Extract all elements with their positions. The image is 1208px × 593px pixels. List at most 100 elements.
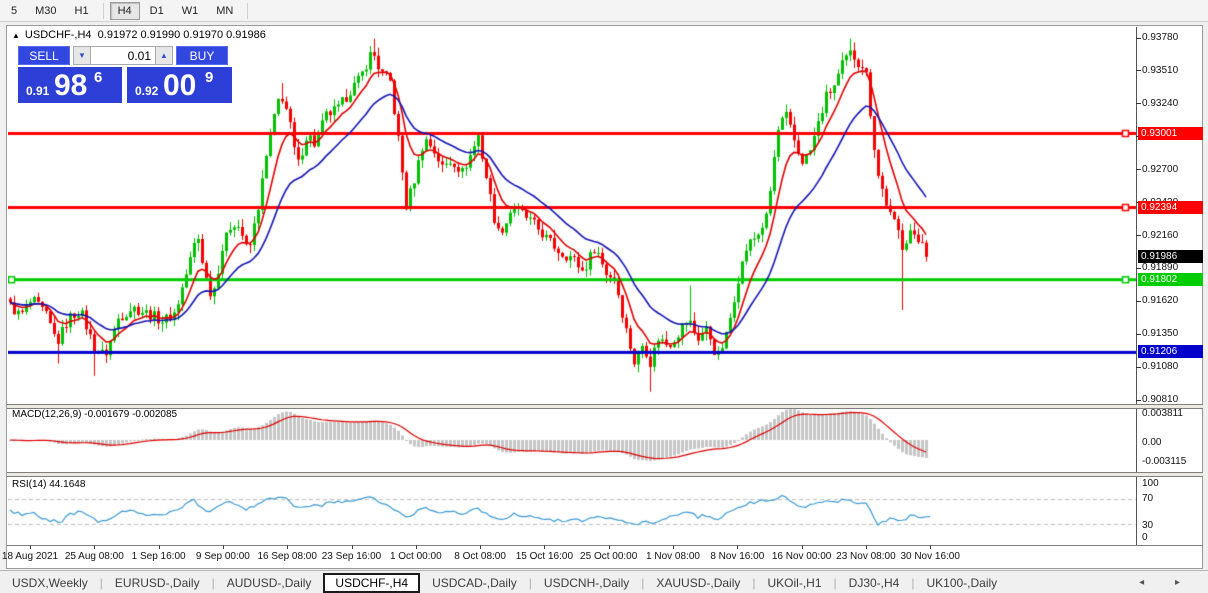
date-tick-label: 16 Nov 00:00 [771,551,832,562]
price-tick-mark [1136,37,1141,39]
sell-price-display[interactable]: 0.91 98 6 [18,66,122,103]
price-tick-label: 0.90810 [1142,394,1179,406]
price-tick-mark [1136,235,1141,237]
tab-separator: | [211,575,215,590]
date-tick-mark [673,545,674,549]
chart-tab-ukoil-[interactable]: UKOil-,H1 [767,575,822,590]
tab-separator: | [833,575,837,590]
price-tick-label: 0.93510 [1142,64,1179,76]
price-tick-label: 0.91350 [1142,328,1179,340]
date-axis-separator [7,545,1203,546]
date-tick-label: 25 Aug 08:00 [64,551,124,562]
rsi-axis-label: 100 [1142,478,1159,489]
macd-axis-label: 0.00 [1142,437,1162,448]
date-tick-label: 25 Oct 00:00 [580,551,638,562]
volume-up-icon[interactable]: ▲ [155,46,173,65]
date-tick-label: 30 Nov 16:00 [900,551,960,562]
price-tick-mark [1136,399,1141,401]
date-tick-label: 23 Nov 08:00 [836,551,896,562]
timeframe-button-h4[interactable]: H4 [109,1,140,20]
timeframe-button-mn[interactable]: MN [216,4,234,17]
tab-separator: | [752,575,756,590]
collapse-triangle-icon[interactable]: ▲ [12,31,20,40]
tab-separator: | [99,575,103,590]
timeframe-button-5[interactable]: 5 [11,4,18,17]
price-tick-label: 0.91620 [1142,295,1179,307]
price-tick-label: 0.91890 [1142,262,1179,274]
chart-tab-usdcnh-[interactable]: USDCNH-,Daily [543,575,630,590]
chart-tab-uk100-[interactable]: UK100-,Daily [926,575,998,590]
panel-splitter[interactable] [7,472,1203,477]
current-price-label: 0.91986 [1138,250,1203,264]
timeframe-button-d1[interactable]: D1 [149,4,164,17]
timeframe-button-w1[interactable]: W1 [181,4,199,17]
chart-tab-usdchf-[interactable]: USDCHF-,H4 [323,572,421,593]
level-price-label: 0.92394 [1138,200,1203,214]
date-tick-mark [737,545,739,549]
price-tick-mark [1136,366,1141,368]
date-tick-label: 8 Oct 08:00 [454,551,506,562]
one-click-trade-panel: SELL ▼ ▲ BUY 0.91 98 6 0.92 00 9 [18,46,234,103]
buy-price-display[interactable]: 0.92 00 9 [127,66,232,103]
volume-input[interactable] [91,46,155,65]
date-tick-mark [222,545,224,549]
macd-label: MACD(12,26,9) -0.001679 -0.002085 [12,409,178,420]
price-tick-mark [1136,70,1141,72]
sell-button[interactable]: SELL [18,46,70,65]
date-tick-mark [351,545,353,549]
date-tick-mark [480,545,482,549]
toolbar-separator [102,2,104,19]
date-tick-mark [865,545,867,549]
tab-separator: | [528,575,532,590]
timeframe-button-m30[interactable]: M30 [35,4,57,17]
rsi-indicator-chart[interactable] [8,476,1136,544]
date-tick-label: 1 Nov 08:00 [646,551,700,562]
chart-tab-usdcad-[interactable]: USDCAD-,Daily [432,575,517,590]
buy-price-sup: 9 [205,69,214,86]
sell-price-prefix: 0.91 [26,84,50,98]
price-tick-label: 0.92160 [1142,229,1179,241]
date-tick-mark [415,545,417,549]
volume-stepper: ▼ ▲ [73,46,173,65]
chart-tab-bar: USDX,Weekly | EURUSD-,Daily | AUDUSD-,Daily U… [0,570,1208,593]
panel-splitter[interactable] [7,404,1203,409]
chart-tab-dj30-[interactable]: DJ30-,H4 [848,575,900,590]
level-price-label: 0.91206 [1138,345,1203,359]
macd-axis-label: 0.003811 [1142,408,1183,419]
price-tick-mark [1136,267,1141,269]
date-tick-label: 16 Sep 08:00 [257,551,317,562]
date-tick-label: 23 Sep 16:00 [321,551,382,562]
tab-scroll-arrows[interactable]: ◂ ▸ [1139,577,1194,588]
chart-tab-audusd-[interactable]: AUDUSD-,Daily [226,575,312,590]
price-axis-area[interactable] [1137,27,1202,545]
buy-price-prefix: 0.92 [135,84,159,98]
chart-tab-xauusd-[interactable]: XAUUSD-,Daily [656,575,741,590]
buy-price-big: 00 [163,69,197,102]
price-tick-label: 0.92700 [1142,163,1179,175]
date-tick-mark [158,545,160,549]
price-axis-border [1136,27,1137,545]
rsi-label: RSI(14) 44.1648 [12,479,86,490]
price-tick-label: 0.91080 [1142,361,1179,373]
date-tick-mark [608,545,610,549]
chart-title-bar: ▲ USDCHF-,H4 0.91972 0.91990 0.91970 0.91… [12,29,266,41]
rsi-axis-label: 30 [1142,520,1154,531]
level-price-label: 0.93001 [1138,126,1203,140]
price-tick-label: 0.93780 [1142,32,1179,43]
buy-button[interactable]: BUY [176,46,228,65]
toolbar-separator [247,2,249,19]
date-tick-label: 1 Oct 00:00 [389,551,442,562]
tab-separator: | [911,575,915,590]
timeframe-button-h1[interactable]: H1 [74,4,89,17]
chart-ohlc-values: 0.91972 0.91990 0.91970 0.91986 [97,29,266,41]
chart-tab-usdx[interactable]: USDX,Weekly [12,575,88,590]
chart-tab-eurusd-[interactable]: EURUSD-,Daily [114,575,200,590]
rsi-axis-label: 70 [1142,493,1154,504]
date-tick-label: 1 Sep 16:00 [131,551,186,562]
volume-down-icon[interactable]: ▼ [73,46,91,65]
macd-indicator-chart[interactable] [8,407,1136,472]
price-tick-label: 0.93240 [1142,97,1179,109]
sell-price-big: 98 [54,69,88,102]
price-tick-mark [1136,169,1141,171]
